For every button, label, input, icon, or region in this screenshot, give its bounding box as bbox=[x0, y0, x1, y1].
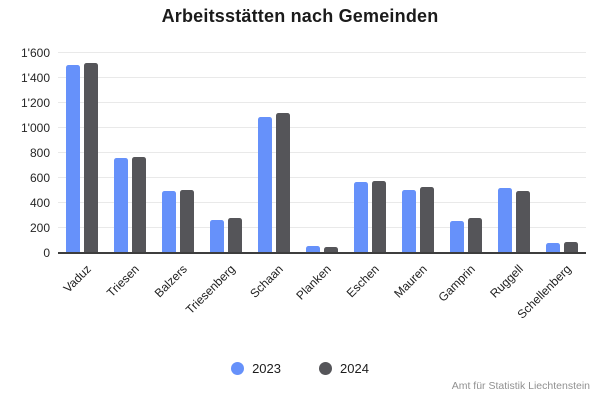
x-label-balzers: Balzers bbox=[151, 262, 190, 301]
gridline-600 bbox=[58, 177, 586, 178]
legend-label-2023: 2023 bbox=[252, 361, 281, 376]
bar-triesenberg-2024[interactable] bbox=[228, 218, 242, 253]
bar-triesen-2024[interactable] bbox=[132, 156, 146, 253]
bar-gamprin-2024[interactable] bbox=[468, 218, 482, 253]
x-label-triesen: Triesen bbox=[104, 262, 142, 300]
x-label-mauren: Mauren bbox=[391, 262, 430, 301]
bar-balzers-2024[interactable] bbox=[180, 189, 194, 253]
bar-group-triesen bbox=[106, 53, 154, 253]
bar-eschen-2023[interactable] bbox=[354, 181, 368, 253]
chart-title: Arbeitsstätten nach Gemeinden bbox=[161, 6, 439, 26]
bar-group-ruggell bbox=[490, 53, 538, 253]
bar-group-gamprin bbox=[442, 53, 490, 253]
bar-gamprin-2023[interactable] bbox=[450, 220, 464, 253]
x-label-schaan: Schaan bbox=[247, 262, 286, 301]
legend-dot-2024-icon bbox=[319, 362, 332, 375]
y-tick-label-400: 400 bbox=[29, 196, 50, 210]
legend-dot-2023-icon bbox=[231, 362, 245, 375]
bar-vaduz-2024[interactable] bbox=[84, 63, 98, 253]
chart-legend: 2023 2024 bbox=[0, 361, 600, 376]
gridline-400 bbox=[58, 202, 586, 203]
y-tick-label-200: 200 bbox=[29, 221, 50, 235]
bar-planken-2023[interactable] bbox=[306, 246, 320, 253]
y-axis-tick-labels: 0 200 400 600 800 1'000 1'200 1'400 1'600 bbox=[0, 46, 50, 260]
gridline-1400 bbox=[58, 77, 586, 78]
y-tick-label-1'000: 1'000 bbox=[21, 121, 50, 135]
gridline-200 bbox=[58, 227, 586, 228]
x-label-gamprin: Gamprin bbox=[435, 262, 478, 305]
legend-item-2024[interactable]: 2024 bbox=[319, 361, 369, 376]
x-label-eschen: Eschen bbox=[343, 262, 382, 301]
bar-triesenberg-2023[interactable] bbox=[210, 219, 224, 253]
x-label-schellenberg: Schellenberg bbox=[514, 262, 574, 322]
y-tick-label-600: 600 bbox=[29, 171, 50, 185]
bar-ruggell-2023[interactable] bbox=[498, 188, 512, 253]
x-label-vaduz: Vaduz bbox=[60, 262, 94, 296]
bar-vaduz-2023[interactable] bbox=[66, 64, 80, 253]
x-label-triesenberg: Triesenberg bbox=[183, 262, 238, 317]
gridline-1600 bbox=[58, 52, 586, 53]
bar-group-vaduz bbox=[58, 53, 106, 253]
y-tick-label-0: 0 bbox=[43, 246, 50, 260]
legend-item-2023[interactable]: 2023 bbox=[231, 361, 281, 376]
y-tick-label-1'600: 1'600 bbox=[21, 46, 50, 60]
x-axis-line bbox=[58, 252, 586, 254]
bar-balzers-2023[interactable] bbox=[162, 190, 176, 253]
bar-group-planken bbox=[298, 53, 346, 253]
bar-planken-2024[interactable] bbox=[324, 246, 338, 253]
x-label-ruggell: Ruggell bbox=[487, 262, 526, 301]
gridline-800 bbox=[58, 152, 586, 153]
bar-group-triesenberg bbox=[202, 53, 250, 253]
bar-group-schellenberg bbox=[538, 53, 586, 253]
bar-triesen-2023[interactable] bbox=[114, 158, 128, 253]
bar-mauren-2024[interactable] bbox=[420, 187, 434, 253]
x-label-planken: Planken bbox=[293, 262, 334, 303]
bar-mauren-2023[interactable] bbox=[402, 189, 416, 253]
bar-group-schaan bbox=[250, 53, 298, 253]
bar-schaan-2023[interactable] bbox=[258, 116, 272, 253]
legend-label-2024: 2024 bbox=[340, 361, 369, 376]
gridline-1000 bbox=[58, 127, 586, 128]
bar-eschen-2024[interactable] bbox=[372, 181, 386, 253]
y-tick-label-800: 800 bbox=[29, 146, 50, 160]
bar-schaan-2024[interactable] bbox=[276, 113, 290, 253]
y-tick-label-1'200: 1'200 bbox=[21, 96, 50, 110]
bar-ruggell-2024[interactable] bbox=[516, 190, 530, 253]
gridline-1200 bbox=[58, 102, 586, 103]
bar-group-mauren bbox=[394, 53, 442, 253]
bar-group-eschen bbox=[346, 53, 394, 253]
y-tick-label-1'400: 1'400 bbox=[21, 71, 50, 85]
bar-schellenberg-2023[interactable] bbox=[546, 243, 560, 253]
bar-group-balzers bbox=[154, 53, 202, 253]
source-attribution: Amt für Statistik Liechtenstein bbox=[451, 380, 590, 392]
plot-area bbox=[58, 52, 586, 254]
bar-schellenberg-2024[interactable] bbox=[564, 241, 578, 253]
bar-groups-container bbox=[58, 53, 586, 253]
